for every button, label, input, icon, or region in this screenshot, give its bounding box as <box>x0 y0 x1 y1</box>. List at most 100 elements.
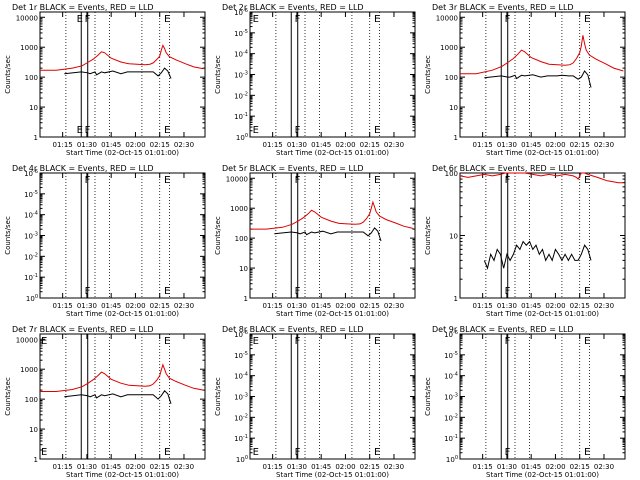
x-tick-label: 01:45 <box>521 141 541 149</box>
x-tick-label: 02:00 <box>125 141 145 149</box>
marker-bottom-E: E <box>584 125 590 136</box>
panel-title: Det 3r BLACK = Events, RED = LLD <box>432 3 574 12</box>
y-tick-label: 10-5 <box>24 190 38 199</box>
x-tick-label: 02:30 <box>594 463 614 471</box>
x-tick-label: 01:45 <box>101 463 121 471</box>
y-tick-label: 100 <box>445 74 458 82</box>
y-tick-label: 10 <box>239 265 248 273</box>
y-tick-label: 10-4 <box>24 211 38 220</box>
y-axis-label: Counts/sec <box>4 216 12 255</box>
marker-bottom-E: E <box>164 447 170 458</box>
marker-bottom-F: F <box>295 447 301 458</box>
panel-det-9: Det 9r BLACK = Events, RED = LLD 100 10-1 1… <box>424 325 626 479</box>
series-events <box>483 240 592 270</box>
marker-top-E: E <box>374 336 380 347</box>
y-tick-label: 100 <box>446 455 458 464</box>
x-tick-label: 01:45 <box>101 302 121 310</box>
marker-bottom-F: F <box>505 286 511 297</box>
x-tick-label: 02:30 <box>594 141 614 149</box>
marker-top-E: E <box>253 14 259 25</box>
marker-top-F: F <box>295 14 301 25</box>
marker-top-F: F <box>85 175 91 186</box>
y-tick-label: 1000 <box>230 205 248 213</box>
marker-top-E: E <box>584 14 590 25</box>
y-tick-label: 1 <box>34 456 38 464</box>
panel-det-1: Det 1r BLACK = Events, RED = LLD 1 10 100 10… <box>4 3 206 157</box>
series-events <box>64 67 172 79</box>
y-tick-label: 10-6 <box>444 330 458 339</box>
x-tick-label: 02:30 <box>174 141 194 149</box>
series-lld <box>40 44 204 71</box>
y-tick-label: 10-3 <box>24 232 38 241</box>
y-tick-label: 10-1 <box>24 273 38 282</box>
x-tick-label: 01:30 <box>497 302 517 310</box>
marker-top-E: E <box>41 336 47 347</box>
panel-title: Det 6r BLACK = Events, RED = LLD <box>432 164 574 173</box>
y-tick-label: 10-1 <box>234 112 248 121</box>
panel-title: Det 7r BLACK = Events, RED = LLD <box>12 325 154 334</box>
y-tick-label: 1 <box>34 134 38 142</box>
marker-bottom-E: E <box>77 125 83 136</box>
x-tick-label: 01:30 <box>497 463 517 471</box>
y-tick-label: 10000 <box>16 14 38 22</box>
x-tick-label: 02:00 <box>335 141 355 149</box>
panel-det-7: Det 7r BLACK = Events, RED = LLD 1 10 100 10… <box>4 325 206 479</box>
x-tick-label: 02:00 <box>545 302 565 310</box>
marker-bottom-E: E <box>374 125 380 136</box>
marker-bottom-F: F <box>505 125 511 136</box>
x-tick-label: 01:30 <box>497 141 517 149</box>
y-tick-label: 10000 <box>16 336 38 344</box>
y-tick-label: 10-4 <box>234 50 248 59</box>
panel-title: Det 1r BLACK = Events, RED = LLD <box>12 3 154 12</box>
panel-title: Det 4r BLACK = Events, RED = LLD <box>12 164 154 173</box>
x-axis-label: Start Time (02-Oct-15 01:01:00) <box>66 149 179 157</box>
x-tick-label: 02:30 <box>594 302 614 310</box>
y-tick-label: 10 <box>29 104 38 112</box>
marker-top-E: E <box>374 175 380 186</box>
marker-bottom-E: E <box>374 286 380 297</box>
y-tick-label: 10000 <box>226 175 248 183</box>
y-tick-label: 1000 <box>440 44 458 52</box>
x-tick-label: 02:30 <box>384 463 404 471</box>
x-tick-label: 02:30 <box>384 302 404 310</box>
marker-bottom-E: E <box>584 286 590 297</box>
plot-frame <box>249 11 416 138</box>
marker-top-E: E <box>164 14 170 25</box>
y-tick-label: 100 <box>26 294 38 303</box>
marker-bottom-E: E <box>253 125 259 136</box>
y-tick-label: 10-6 <box>234 330 248 339</box>
series-lld <box>460 35 624 75</box>
series-events <box>484 70 592 88</box>
y-axis-label: Counts/sec <box>214 216 222 255</box>
plot-frame <box>459 11 626 138</box>
x-axis-label: Start Time (02-Oct-15 01:01:00) <box>486 471 599 479</box>
x-tick-label: 01:15 <box>53 463 73 471</box>
y-tick-label: 10-4 <box>234 372 248 381</box>
marker-bottom-F: F <box>295 286 301 297</box>
y-tick-label: 100 <box>25 396 38 404</box>
y-tick-label: 10-5 <box>444 351 458 360</box>
x-tick-label: 01:30 <box>77 302 97 310</box>
y-tick-label: 100 <box>236 133 248 142</box>
y-tick-label: 10-1 <box>234 434 248 443</box>
marker-top-F: F <box>505 14 511 25</box>
y-axis-label: Counts/sec <box>214 377 222 416</box>
panel-det-2: Det 2r BLACK = Events, RED = LLD 100 10-1 1… <box>214 3 416 157</box>
x-tick-label: 01:30 <box>287 463 307 471</box>
y-tick-label: 100 <box>25 74 38 82</box>
marker-top-E: E <box>584 175 590 186</box>
y-tick-label: 1000 <box>20 366 38 374</box>
y-tick-label: 10-5 <box>234 29 248 38</box>
x-axis-label: Start Time (02-Oct-15 01:01:00) <box>276 310 389 318</box>
marker-top-E: E <box>584 336 590 347</box>
x-tick-label: 01:45 <box>521 463 541 471</box>
y-tick-label: 100 <box>235 235 248 243</box>
y-axis-label: Counts/sec <box>4 55 12 94</box>
y-tick-label: 10 <box>29 426 38 434</box>
x-tick-label: 01:45 <box>101 141 121 149</box>
y-tick-label: 10-6 <box>24 169 38 178</box>
y-tick-label: 100 <box>236 455 248 464</box>
series-lld <box>250 200 414 230</box>
plot-frame <box>39 172 206 299</box>
